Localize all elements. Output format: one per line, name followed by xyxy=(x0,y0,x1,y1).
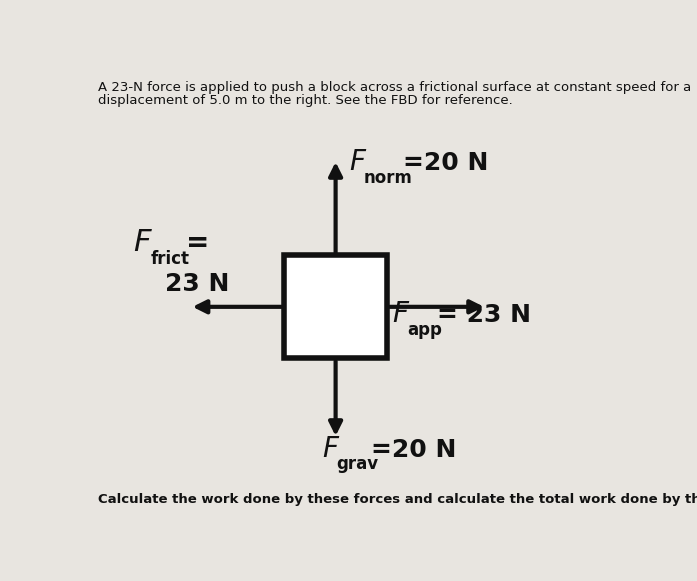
Text: norm: norm xyxy=(364,169,413,187)
Text: $\mathit{F}$: $\mathit{F}$ xyxy=(322,435,340,462)
Text: frict: frict xyxy=(151,250,190,268)
Text: $\mathit{F}$: $\mathit{F}$ xyxy=(392,300,411,328)
Text: app: app xyxy=(407,321,442,339)
Text: =20 N: =20 N xyxy=(403,152,488,175)
Text: displacement of 5.0 m to the right. See the FBD for reference.: displacement of 5.0 m to the right. See … xyxy=(98,94,513,107)
Text: A 23-N force is applied to push a block across a frictional surface at constant : A 23-N force is applied to push a block … xyxy=(98,81,691,94)
Text: =20 N: =20 N xyxy=(371,437,456,462)
Text: $\mathit{F}$: $\mathit{F}$ xyxy=(349,148,367,177)
Text: = 23 N: = 23 N xyxy=(436,303,530,328)
Text: grav: grav xyxy=(337,456,378,473)
Text: 23 N: 23 N xyxy=(165,272,230,296)
Bar xyxy=(284,256,387,358)
Text: Calculate the work done by these forces and calculate the total work done by the: Calculate the work done by these forces … xyxy=(98,493,697,506)
Text: $\mathit{F}$: $\mathit{F}$ xyxy=(133,228,153,257)
Text: =: = xyxy=(186,229,209,257)
